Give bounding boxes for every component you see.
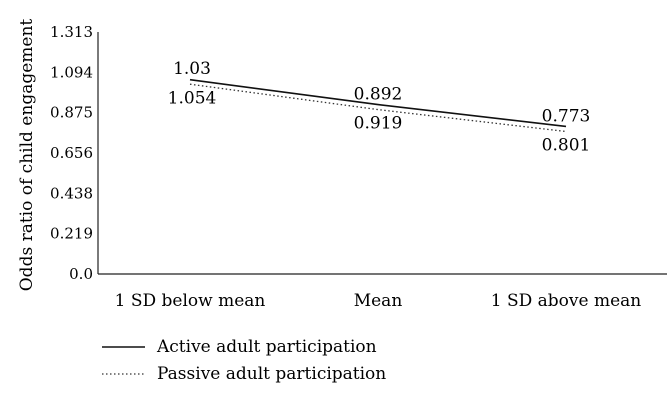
passive-data-label: 1.03	[173, 59, 211, 79]
legend-label: Active adult participation	[156, 337, 377, 357]
series-lines	[189, 78, 567, 133]
y-axis-ticks: 0.0 0.219 0.438 0.656 0.875 1.094 1.313	[50, 23, 93, 283]
data-labels: 1.054 0.919 0.801 1.03 0.892 0.773	[168, 59, 591, 155]
x-tick-label: 1 SD above mean	[491, 291, 642, 311]
passive-data-label: 0.892	[354, 85, 403, 105]
active-data-label: 0.801	[542, 135, 591, 155]
y-tick-label: 0.219	[50, 225, 93, 243]
active-series-line	[189, 78, 567, 128]
axes	[97, 32, 667, 275]
active-data-label: 0.919	[354, 114, 403, 134]
x-axis-ticks: 1 SD below mean Mean 1 SD above mean	[115, 291, 642, 311]
legend-label: Passive adult participation	[157, 364, 386, 384]
active-data-label: 1.054	[168, 89, 217, 109]
y-axis-label: Odds ratio of child engagement	[17, 19, 37, 292]
y-tick-label: 0.438	[50, 184, 93, 202]
y-tick-label: 0.0	[69, 265, 93, 283]
legend: Active adult participation Passive adult …	[102, 337, 386, 384]
y-tick-label: 0.875	[50, 104, 93, 122]
y-tick-label: 1.313	[50, 23, 93, 41]
y-tick-label: 1.094	[50, 63, 93, 81]
x-tick-label: 1 SD below mean	[115, 291, 266, 311]
y-tick-label: 0.656	[50, 144, 93, 162]
passive-data-label: 0.773	[542, 107, 591, 127]
x-tick-label: Mean	[354, 291, 403, 311]
